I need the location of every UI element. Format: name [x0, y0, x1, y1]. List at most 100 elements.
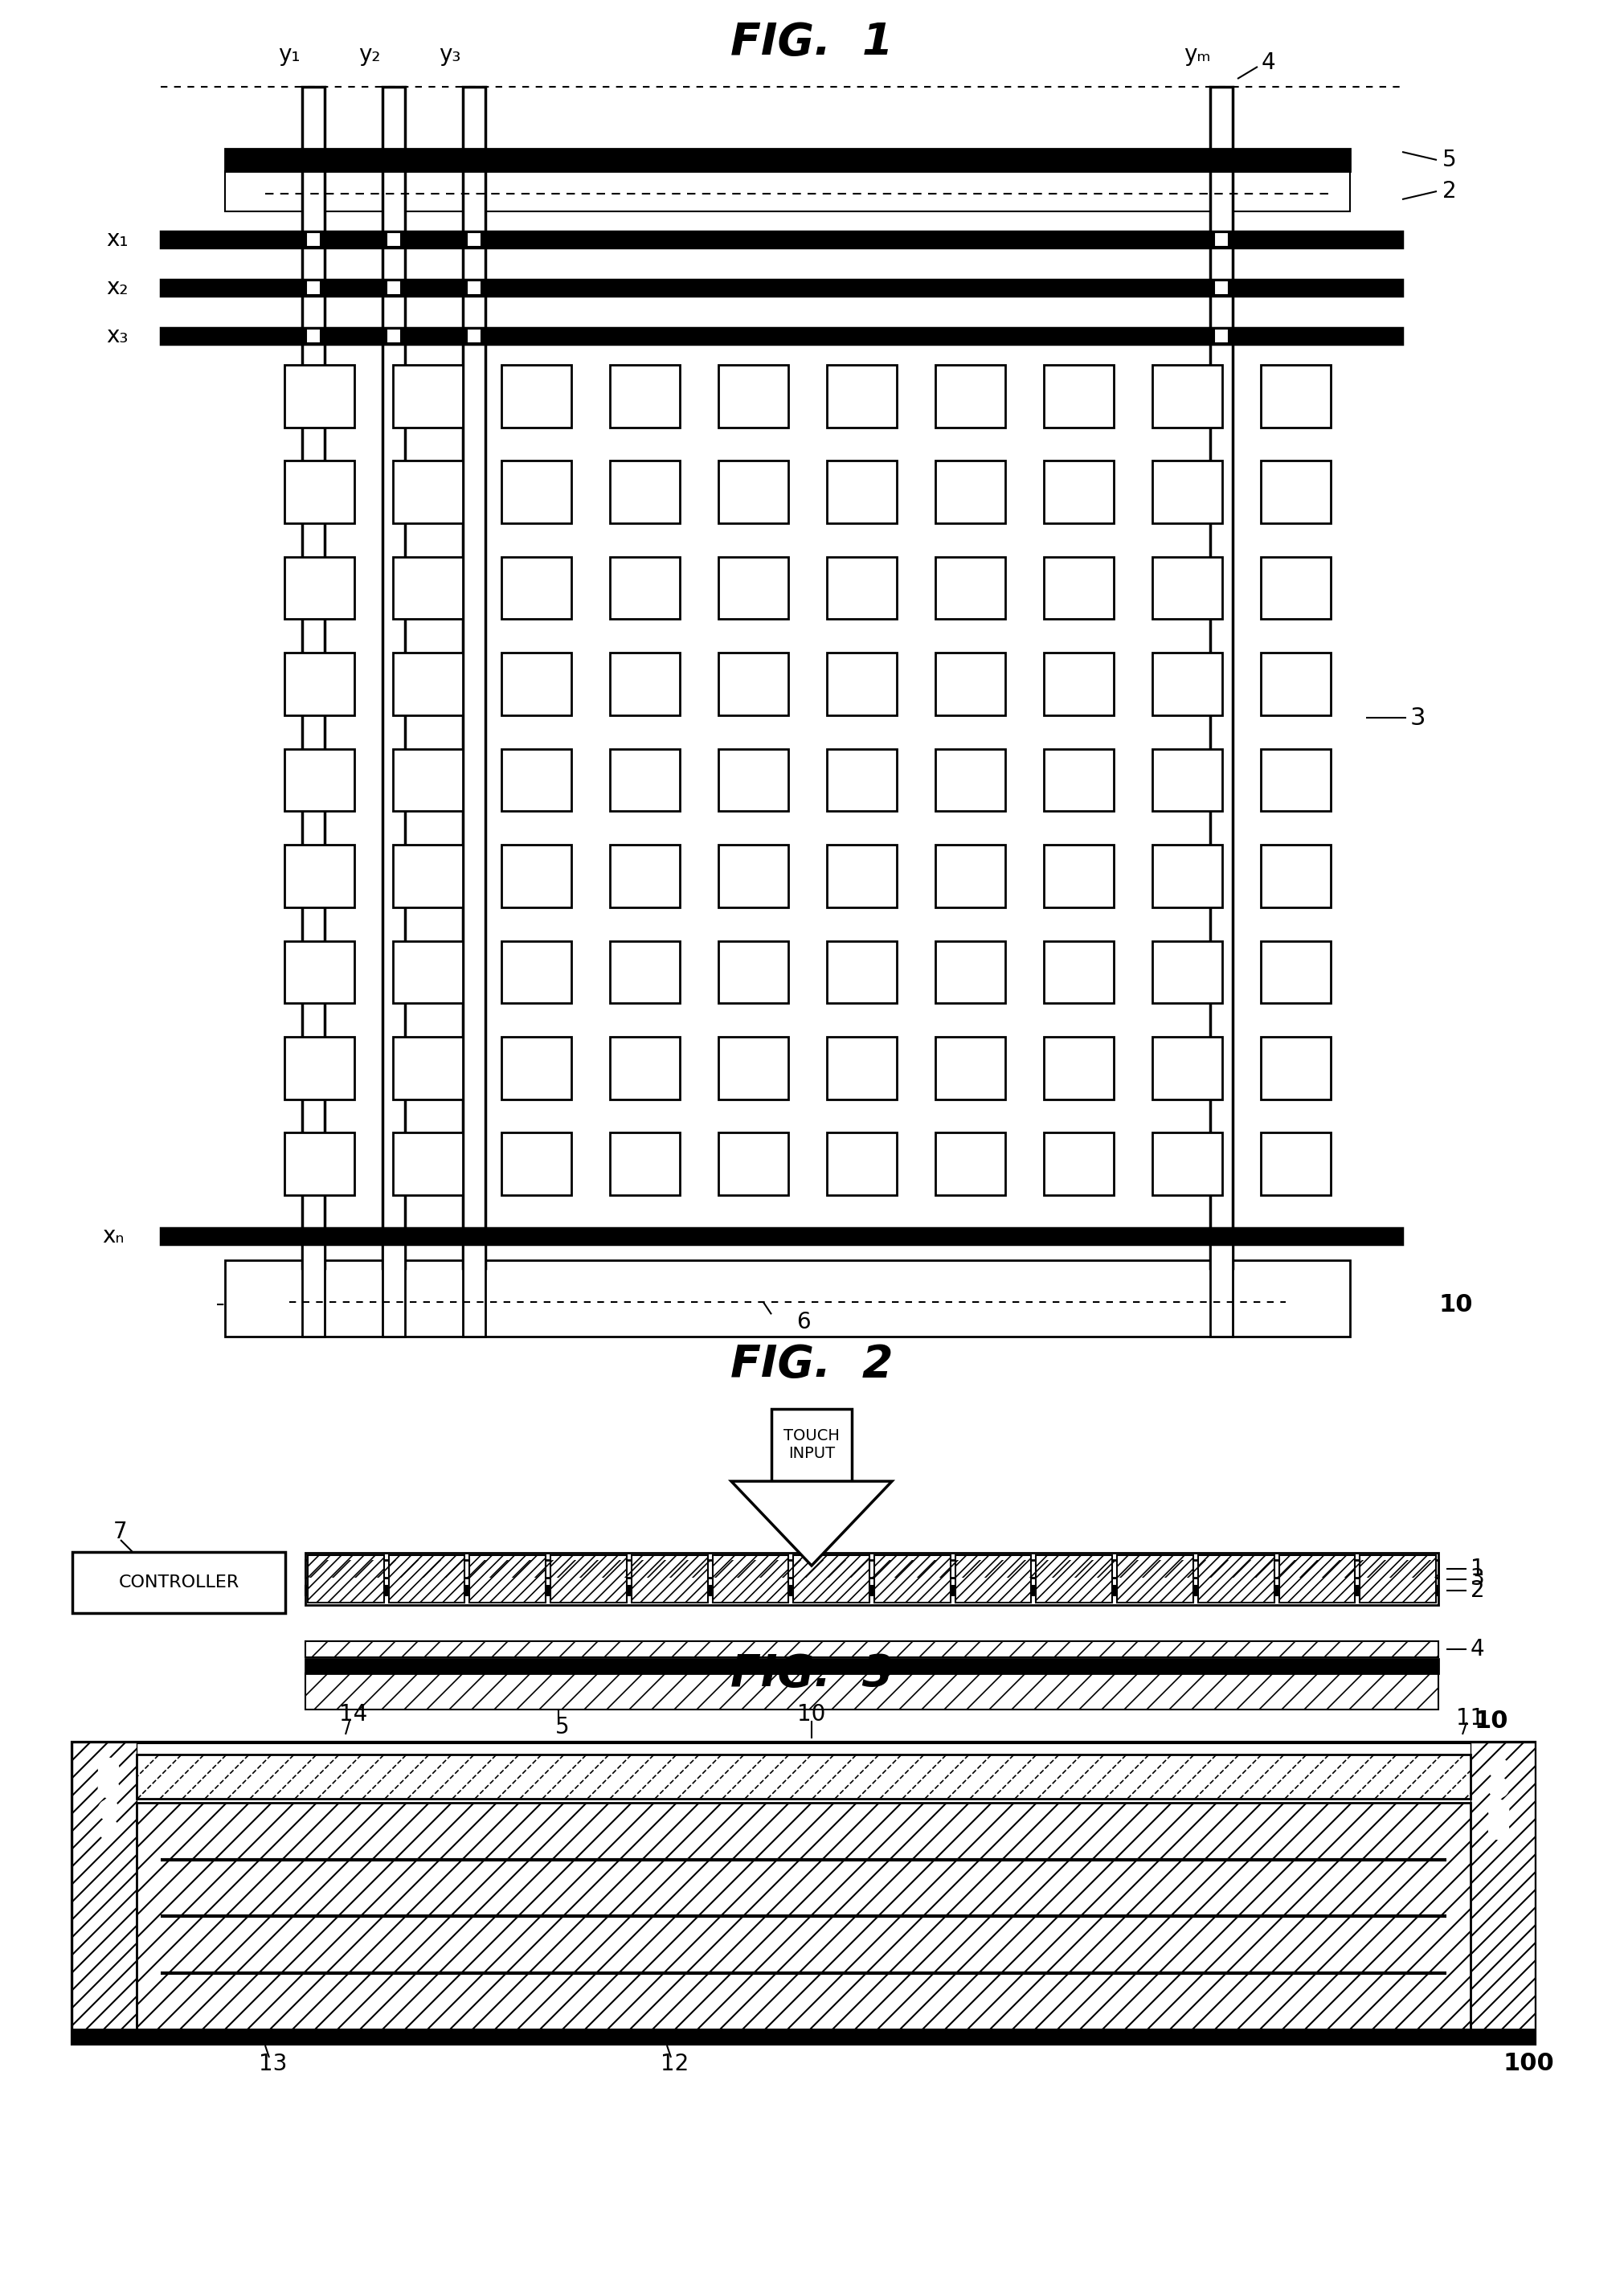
- Circle shape: [1489, 1759, 1509, 1777]
- Text: x₃: x₃: [107, 326, 128, 346]
- Bar: [383, 87, 404, 1268]
- Bar: [387, 328, 401, 344]
- Bar: [393, 1036, 463, 1098]
- Bar: [874, 1555, 950, 1603]
- Bar: [827, 461, 896, 523]
- Bar: [609, 750, 680, 812]
- Bar: [1044, 365, 1114, 426]
- Bar: [305, 1642, 1439, 1658]
- Bar: [955, 1555, 1031, 1603]
- Bar: [387, 280, 401, 296]
- Text: 5: 5: [555, 1715, 570, 1738]
- Bar: [1260, 365, 1332, 426]
- Bar: [718, 750, 789, 812]
- Text: y₁: y₁: [278, 44, 300, 66]
- Bar: [1260, 844, 1332, 908]
- Bar: [1280, 1555, 1354, 1603]
- Bar: [718, 1133, 789, 1195]
- Text: 2: 2: [1442, 181, 1457, 202]
- Bar: [502, 1133, 572, 1195]
- Bar: [1044, 654, 1114, 715]
- Bar: [713, 1555, 789, 1603]
- Text: 100: 100: [1502, 2052, 1554, 2075]
- Bar: [388, 1555, 464, 1603]
- Bar: [284, 654, 354, 715]
- Bar: [284, 940, 354, 1004]
- Circle shape: [99, 1821, 119, 1839]
- Bar: [935, 1036, 1005, 1098]
- Bar: [284, 1036, 354, 1098]
- Text: 10: 10: [797, 1704, 827, 1727]
- Bar: [1044, 557, 1114, 619]
- Bar: [284, 750, 354, 812]
- Bar: [935, 940, 1005, 1004]
- Text: x₁: x₁: [107, 229, 128, 250]
- Circle shape: [99, 1800, 119, 1821]
- Bar: [1470, 1743, 1535, 2043]
- Bar: [1044, 844, 1114, 908]
- Bar: [502, 1036, 572, 1098]
- Bar: [1151, 750, 1223, 812]
- Text: 7: 7: [114, 1520, 128, 1543]
- Bar: [718, 654, 789, 715]
- Bar: [1260, 940, 1332, 1004]
- Text: xₙ: xₙ: [102, 1224, 125, 1247]
- Bar: [1151, 365, 1223, 426]
- Bar: [718, 844, 789, 908]
- Circle shape: [99, 1777, 119, 1798]
- Bar: [609, 365, 680, 426]
- Bar: [305, 1674, 1439, 1711]
- Bar: [393, 844, 463, 908]
- Bar: [1117, 1555, 1194, 1603]
- Bar: [718, 557, 789, 619]
- Bar: [935, 750, 1005, 812]
- Bar: [387, 232, 401, 248]
- Bar: [609, 461, 680, 523]
- Bar: [1044, 1133, 1114, 1195]
- Bar: [827, 365, 896, 426]
- Bar: [302, 87, 325, 1268]
- Bar: [1215, 328, 1229, 344]
- Bar: [73, 2029, 1535, 2043]
- Bar: [73, 1743, 136, 2043]
- Text: x₂: x₂: [107, 277, 128, 298]
- Polygon shape: [731, 1481, 892, 1566]
- Bar: [305, 1658, 1439, 1674]
- Bar: [1260, 654, 1332, 715]
- Bar: [1199, 1555, 1275, 1603]
- Bar: [284, 365, 354, 426]
- Text: 3: 3: [1410, 706, 1426, 729]
- Bar: [1260, 557, 1332, 619]
- Bar: [1044, 1036, 1114, 1098]
- Bar: [1151, 654, 1223, 715]
- Bar: [632, 1555, 708, 1603]
- Text: FIG.  2: FIG. 2: [731, 1344, 893, 1387]
- Bar: [718, 461, 789, 523]
- Bar: [226, 149, 1350, 172]
- Bar: [284, 557, 354, 619]
- Bar: [226, 1261, 1350, 1337]
- Text: 4: 4: [1262, 50, 1276, 73]
- Bar: [502, 940, 572, 1004]
- Bar: [1151, 1036, 1223, 1098]
- Bar: [136, 1754, 1470, 1798]
- Bar: [935, 557, 1005, 619]
- Text: 1: 1: [1470, 1557, 1484, 1580]
- Bar: [827, 654, 896, 715]
- Bar: [1260, 461, 1332, 523]
- Circle shape: [99, 1759, 119, 1777]
- Bar: [466, 328, 481, 344]
- Bar: [1215, 280, 1229, 296]
- Text: 5: 5: [1442, 149, 1457, 172]
- Text: 2: 2: [1470, 1580, 1484, 1603]
- Bar: [1044, 750, 1114, 812]
- Bar: [466, 232, 481, 248]
- Bar: [718, 940, 789, 1004]
- Bar: [284, 844, 354, 908]
- Text: 3: 3: [1470, 1568, 1484, 1589]
- Bar: [609, 940, 680, 1004]
- Bar: [393, 365, 463, 426]
- Text: FIG.  1: FIG. 1: [731, 21, 893, 64]
- Bar: [718, 365, 789, 426]
- Bar: [1210, 87, 1233, 1268]
